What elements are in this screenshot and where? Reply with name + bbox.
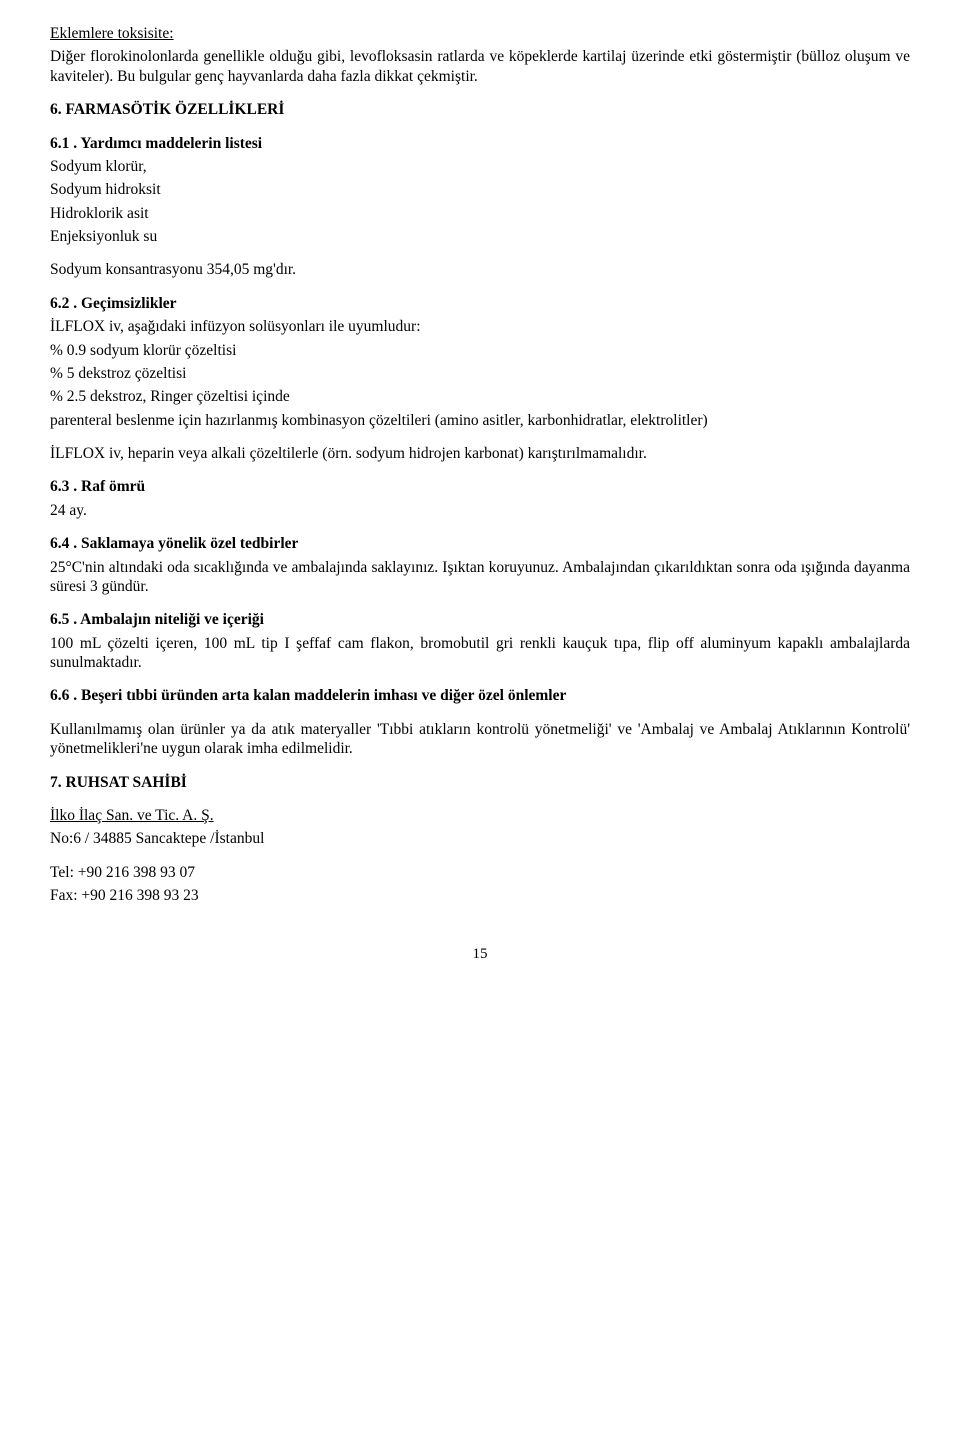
section-7-heading: 7. RUHSAT SAHİBİ xyxy=(50,773,910,792)
section-6-6-heading: 6.6 . Beşeri tıbbi üründen arta kalan ma… xyxy=(50,686,910,705)
section-6-1-heading: 6.1 . Yardımcı maddelerin listesi xyxy=(50,134,910,153)
company-fax: Fax: +90 216 398 93 23 xyxy=(50,886,910,905)
storage-paragraph: 25°C'nin altındaki oda sıcaklığında ve a… xyxy=(50,558,910,597)
excipient-line-2: Sodyum hidroksit xyxy=(50,180,910,199)
shelf-life: 24 ay. xyxy=(50,501,910,520)
disposal-paragraph: Kullanılmamış olan ürünler ya da atık ma… xyxy=(50,720,910,759)
compat-line-4: % 2.5 dekstroz, Ringer çözeltisi içinde xyxy=(50,387,910,406)
page-number: 15 xyxy=(50,945,910,964)
company-name: İlko İlaç San. ve Tic. A. Ş. xyxy=(50,806,910,825)
excipient-line-3: Hidroklorik asit xyxy=(50,204,910,223)
compat-line-1: İLFLOX iv, aşağıdaki infüzyon solüsyonla… xyxy=(50,317,910,336)
section-6-3-heading: 6.3 . Raf ömrü xyxy=(50,477,910,496)
compat-line-3: % 5 dekstroz çözeltisi xyxy=(50,364,910,383)
toxicity-heading: Eklemlere toksisite: xyxy=(50,24,910,43)
section-6-2-heading: 6.2 . Geçimsizlikler xyxy=(50,294,910,313)
compat-line-2: % 0.9 sodyum klorür çözeltisi xyxy=(50,341,910,360)
sodium-concentration: Sodyum konsantrasyonu 354,05 mg'dır. xyxy=(50,260,910,279)
excipient-line-4: Enjeksiyonluk su xyxy=(50,227,910,246)
excipient-line-1: Sodyum klorür, xyxy=(50,157,910,176)
compat-line-5: parenteral beslenme için hazırlanmış kom… xyxy=(50,411,910,430)
section-6-5-heading: 6.5 . Ambalajın niteliği ve içeriği xyxy=(50,610,910,629)
company-address: No:6 / 34885 Sancaktepe /İstanbul xyxy=(50,829,910,848)
company-tel: Tel: +90 216 398 93 07 xyxy=(50,863,910,882)
incompat-warning: İLFLOX iv, heparin veya alkali çözeltile… xyxy=(50,444,910,463)
section-6-4-heading: 6.4 . Saklamaya yönelik özel tedbirler xyxy=(50,534,910,553)
section-6-heading: 6. FARMASÖTİK ÖZELLİKLERİ xyxy=(50,100,910,119)
packaging-paragraph: 100 mL çözelti içeren, 100 mL tip I şeff… xyxy=(50,634,910,673)
toxicity-paragraph: Diğer florokinolonlarda genellikle olduğ… xyxy=(50,47,910,86)
